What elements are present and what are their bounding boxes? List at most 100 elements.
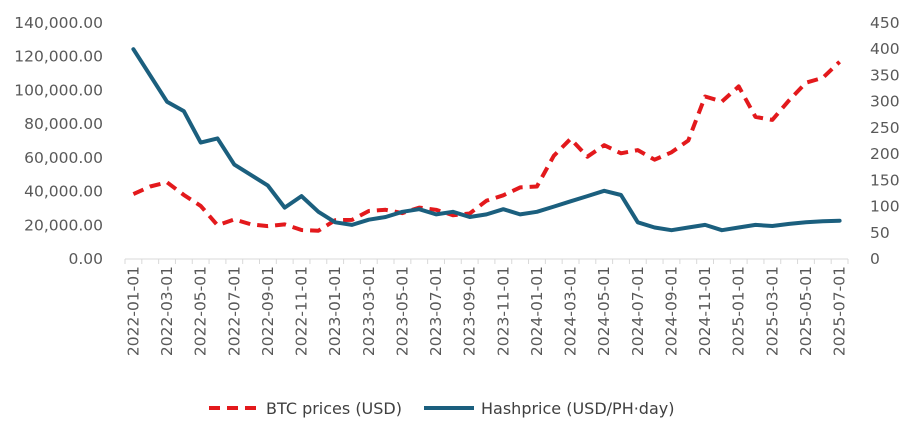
btc-price-point bbox=[165, 180, 169, 184]
hashprice-point bbox=[720, 228, 724, 232]
btc-price-point bbox=[737, 84, 741, 88]
y-right-tick-label: 300 bbox=[870, 93, 900, 111]
btc-price-point bbox=[501, 193, 505, 197]
x-tick-label: 2024-11-01 bbox=[696, 266, 714, 356]
hashprice-point bbox=[283, 206, 287, 210]
hashprice-point bbox=[367, 218, 371, 222]
hashprice-point bbox=[669, 228, 673, 232]
hashprice-point bbox=[535, 210, 539, 214]
btc-price-point bbox=[653, 158, 657, 162]
y-right-tick-label: 0 bbox=[870, 250, 880, 268]
hashprice-point bbox=[569, 199, 573, 203]
x-tick-label: 2025-05-01 bbox=[797, 266, 815, 356]
x-tick-label: 2022-11-01 bbox=[293, 266, 311, 356]
hashprice-point bbox=[148, 73, 152, 77]
x-tick-label: 2023-07-01 bbox=[427, 266, 445, 356]
hashprice-point bbox=[737, 226, 741, 230]
series-layer bbox=[131, 47, 842, 233]
hashprice-point bbox=[653, 226, 657, 230]
btc-price-point bbox=[249, 222, 253, 226]
hashprice-point bbox=[636, 220, 640, 224]
x-tick-label: 2023-09-01 bbox=[461, 266, 479, 356]
btc-price-point bbox=[518, 185, 522, 189]
hashprice-point bbox=[232, 163, 236, 167]
hashprice-point bbox=[266, 184, 270, 188]
btc-price-point bbox=[787, 98, 791, 102]
hashprice-point bbox=[585, 194, 589, 198]
hashprice-point bbox=[518, 212, 522, 216]
hashprice-point bbox=[602, 189, 606, 193]
hashprice-point bbox=[821, 219, 825, 223]
btc-price-point bbox=[686, 138, 690, 142]
btc-price-line bbox=[132, 60, 841, 233]
hashprice-point bbox=[400, 210, 404, 214]
btc-price-point bbox=[131, 192, 135, 196]
hashprice-point bbox=[552, 205, 556, 209]
hashprice-point bbox=[249, 173, 253, 177]
y-right-tick-label: 100 bbox=[870, 198, 900, 216]
btc-price-point bbox=[434, 208, 438, 212]
btc-price-point bbox=[569, 137, 573, 141]
hashprice-point bbox=[451, 210, 455, 214]
btc-price-point bbox=[636, 148, 640, 152]
hashprice-point bbox=[350, 223, 354, 227]
btc-price-point bbox=[585, 155, 589, 159]
hashprice-line bbox=[131, 47, 842, 233]
btc-price-point bbox=[350, 218, 354, 222]
y-right-tick-label: 250 bbox=[870, 119, 900, 137]
btc-price-point bbox=[182, 193, 186, 197]
x-tick-label: 2023-03-01 bbox=[360, 266, 378, 356]
y-left-tick-label: 100,000.00 bbox=[14, 81, 103, 99]
btc-price-point bbox=[215, 223, 219, 227]
hashprice-point bbox=[686, 226, 690, 230]
x-tick-label: 2024-07-01 bbox=[629, 266, 647, 356]
x-tick-label: 2022-09-01 bbox=[259, 266, 277, 356]
btc-price-point bbox=[821, 76, 825, 80]
btc-price-point bbox=[300, 228, 304, 232]
y-left-tick-label: 140,000.00 bbox=[14, 14, 103, 32]
hashprice-point bbox=[468, 215, 472, 219]
y-left-tick-label: 60,000.00 bbox=[24, 149, 103, 167]
hashprice-point bbox=[434, 212, 438, 216]
hashprice-point bbox=[384, 215, 388, 219]
y-right-tick-label: 50 bbox=[870, 224, 890, 242]
legend: BTC prices (USD) Hashprice (USD/PH·day) bbox=[209, 399, 674, 418]
x-tick-label: 2022-01-01 bbox=[124, 266, 142, 356]
btc-price-point bbox=[283, 222, 287, 226]
y-right-tick-label: 150 bbox=[870, 171, 900, 189]
y-right-tick-label: 400 bbox=[870, 40, 900, 58]
btc-price-point bbox=[232, 217, 236, 221]
y-right-tick-label: 450 bbox=[870, 14, 900, 32]
btc-price-point bbox=[384, 208, 388, 212]
btc-price-point bbox=[535, 185, 539, 189]
btc-price-point bbox=[669, 150, 673, 154]
hashprice-point bbox=[300, 194, 304, 198]
btc-price-point bbox=[754, 115, 758, 119]
x-tick-label: 2023-01-01 bbox=[326, 266, 344, 356]
hashprice-point bbox=[199, 141, 203, 145]
hashprice-point bbox=[787, 222, 791, 226]
x-tick-label: 2025-07-01 bbox=[831, 266, 849, 356]
x-tick-label: 2024-09-01 bbox=[662, 266, 680, 356]
y-right-tick-label: 350 bbox=[870, 66, 900, 84]
hashprice-point bbox=[131, 47, 135, 51]
hashprice-point bbox=[804, 220, 808, 224]
btc-price-point bbox=[552, 154, 556, 158]
btc-price-point bbox=[720, 100, 724, 104]
btc-price-point bbox=[602, 143, 606, 147]
btc-price-point bbox=[703, 94, 707, 98]
y-left-tick-label: 20,000.00 bbox=[24, 216, 103, 234]
hashprice-point bbox=[770, 224, 774, 228]
x-tick-label: 2023-11-01 bbox=[494, 266, 512, 356]
x-tick-label: 2022-05-01 bbox=[192, 266, 210, 356]
x-tick-label: 2023-05-01 bbox=[393, 266, 411, 356]
btc-price-point bbox=[804, 81, 808, 85]
btc-price-point bbox=[838, 60, 842, 64]
x-tick-label: 2025-03-01 bbox=[763, 266, 781, 356]
y-left-tick-label: 80,000.00 bbox=[24, 115, 103, 133]
x-tick-label: 2022-03-01 bbox=[158, 266, 176, 356]
x-tick-label: 2022-07-01 bbox=[225, 266, 243, 356]
x-tick-label: 2024-01-01 bbox=[528, 266, 546, 356]
